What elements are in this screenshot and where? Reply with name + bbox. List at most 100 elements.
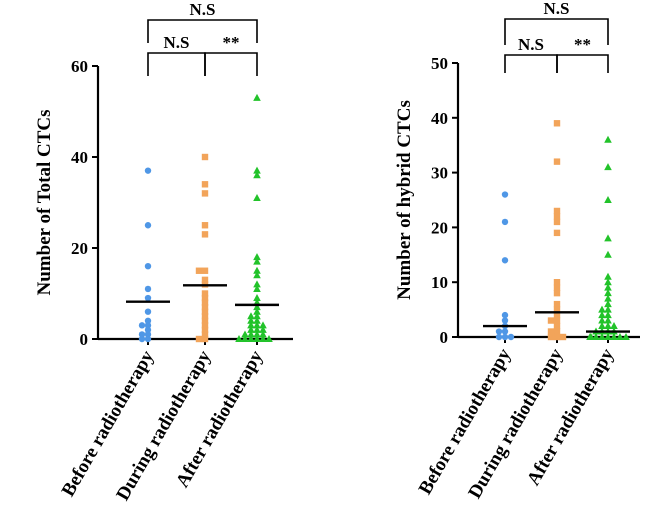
data-point-during <box>195 267 203 274</box>
data-point-during <box>201 326 209 334</box>
data-point-after <box>259 325 267 333</box>
data-point-after <box>253 93 261 101</box>
data-point-after <box>247 335 255 342</box>
data-point-after <box>253 253 261 261</box>
data-point-during <box>553 218 561 226</box>
data-point-during <box>547 317 555 324</box>
data-point-during <box>201 290 209 297</box>
data-point-after <box>259 330 267 338</box>
data-point-after <box>592 333 600 340</box>
data-point-during <box>553 322 561 330</box>
data-point-before <box>144 317 152 324</box>
data-point-before <box>144 222 152 229</box>
data-point-after <box>253 266 261 274</box>
data-point-before <box>144 263 152 270</box>
data-point-after <box>259 335 267 342</box>
data-point-before <box>144 294 152 302</box>
x-tick-label: Before radiotherapy <box>415 345 516 499</box>
data-point-after <box>253 303 261 311</box>
data-point-during <box>201 153 209 161</box>
data-point-after <box>587 333 595 340</box>
significance-label: N.S <box>164 33 190 52</box>
data-point-after <box>253 166 261 174</box>
data-point-during <box>553 279 561 286</box>
data-point-after <box>604 283 612 291</box>
significance-bracket <box>504 18 609 45</box>
data-point-after <box>604 305 612 313</box>
data-point-before <box>501 328 509 335</box>
data-point-after <box>598 322 606 330</box>
data-point-after <box>604 333 612 340</box>
data-point-after <box>604 135 612 143</box>
data-point-during <box>201 313 209 320</box>
data-point-after <box>604 294 612 302</box>
data-point-after <box>253 284 261 292</box>
data-point-before <box>138 322 146 329</box>
data-point-before <box>495 328 503 335</box>
data-point-during <box>201 308 209 315</box>
data-point-during <box>553 328 561 335</box>
data-point-during <box>553 289 561 297</box>
data-point-during <box>547 328 555 335</box>
y-axis-label: Number of Total CTCs <box>34 110 55 296</box>
data-point-before <box>501 191 509 198</box>
data-point-before <box>501 257 509 264</box>
data-point-during <box>553 284 561 291</box>
y-tick-label: 20 <box>431 218 448 237</box>
data-point-after <box>253 312 261 320</box>
y-tick-label: 0 <box>440 328 449 347</box>
significance-label: ** <box>574 35 591 54</box>
data-point-after <box>235 335 243 342</box>
data-point-during <box>201 222 209 229</box>
data-point-after <box>604 322 612 330</box>
data-point-after <box>616 333 624 340</box>
data-point-before <box>507 333 515 341</box>
data-point-after <box>253 271 261 279</box>
data-point-after <box>241 335 249 342</box>
data-point-after <box>241 330 249 338</box>
data-point-before <box>144 285 152 293</box>
data-point-after <box>604 289 612 297</box>
data-point-during <box>195 335 203 343</box>
data-point-after <box>604 234 612 242</box>
y-axis-label: Number of hybrid CTCs <box>394 100 415 300</box>
data-point-during <box>553 317 561 324</box>
data-point-before <box>495 333 503 341</box>
data-point-after <box>604 278 612 286</box>
data-point-after <box>598 305 606 313</box>
data-point-during <box>201 276 209 284</box>
data-point-after <box>253 321 261 329</box>
data-point-before <box>501 333 509 341</box>
data-point-after <box>610 322 618 330</box>
data-point-after <box>253 257 261 265</box>
significance-label: N.S <box>518 35 544 54</box>
data-point-during <box>201 335 209 343</box>
data-point-after <box>253 325 261 333</box>
data-point-during <box>201 190 209 197</box>
data-point-after <box>604 311 612 319</box>
data-point-before <box>144 322 152 329</box>
data-point-after <box>604 316 612 324</box>
data-point-before <box>138 335 146 343</box>
data-point-after <box>253 316 261 324</box>
data-point-after <box>604 163 612 171</box>
y-tick-label: 40 <box>431 109 448 128</box>
data-point-after <box>604 300 612 308</box>
data-point-during <box>559 333 567 341</box>
data-point-during <box>553 311 561 319</box>
y-tick-label: 60 <box>71 57 88 76</box>
data-point-before <box>501 311 509 319</box>
data-point-before <box>144 331 152 338</box>
chart-hybrid-ctcs: 0 10 20 30 40 50 Number of hybrid CTCs Before r… <box>394 0 640 502</box>
data-point-after <box>247 316 255 324</box>
data-point-during <box>201 181 209 188</box>
data-point-during <box>201 231 209 238</box>
data-point-during <box>547 333 555 341</box>
data-point-before <box>144 326 152 334</box>
data-point-during <box>553 229 561 237</box>
data-point-after <box>247 312 255 320</box>
data-point-before <box>144 308 152 315</box>
y-tick-label: 40 <box>71 148 88 167</box>
